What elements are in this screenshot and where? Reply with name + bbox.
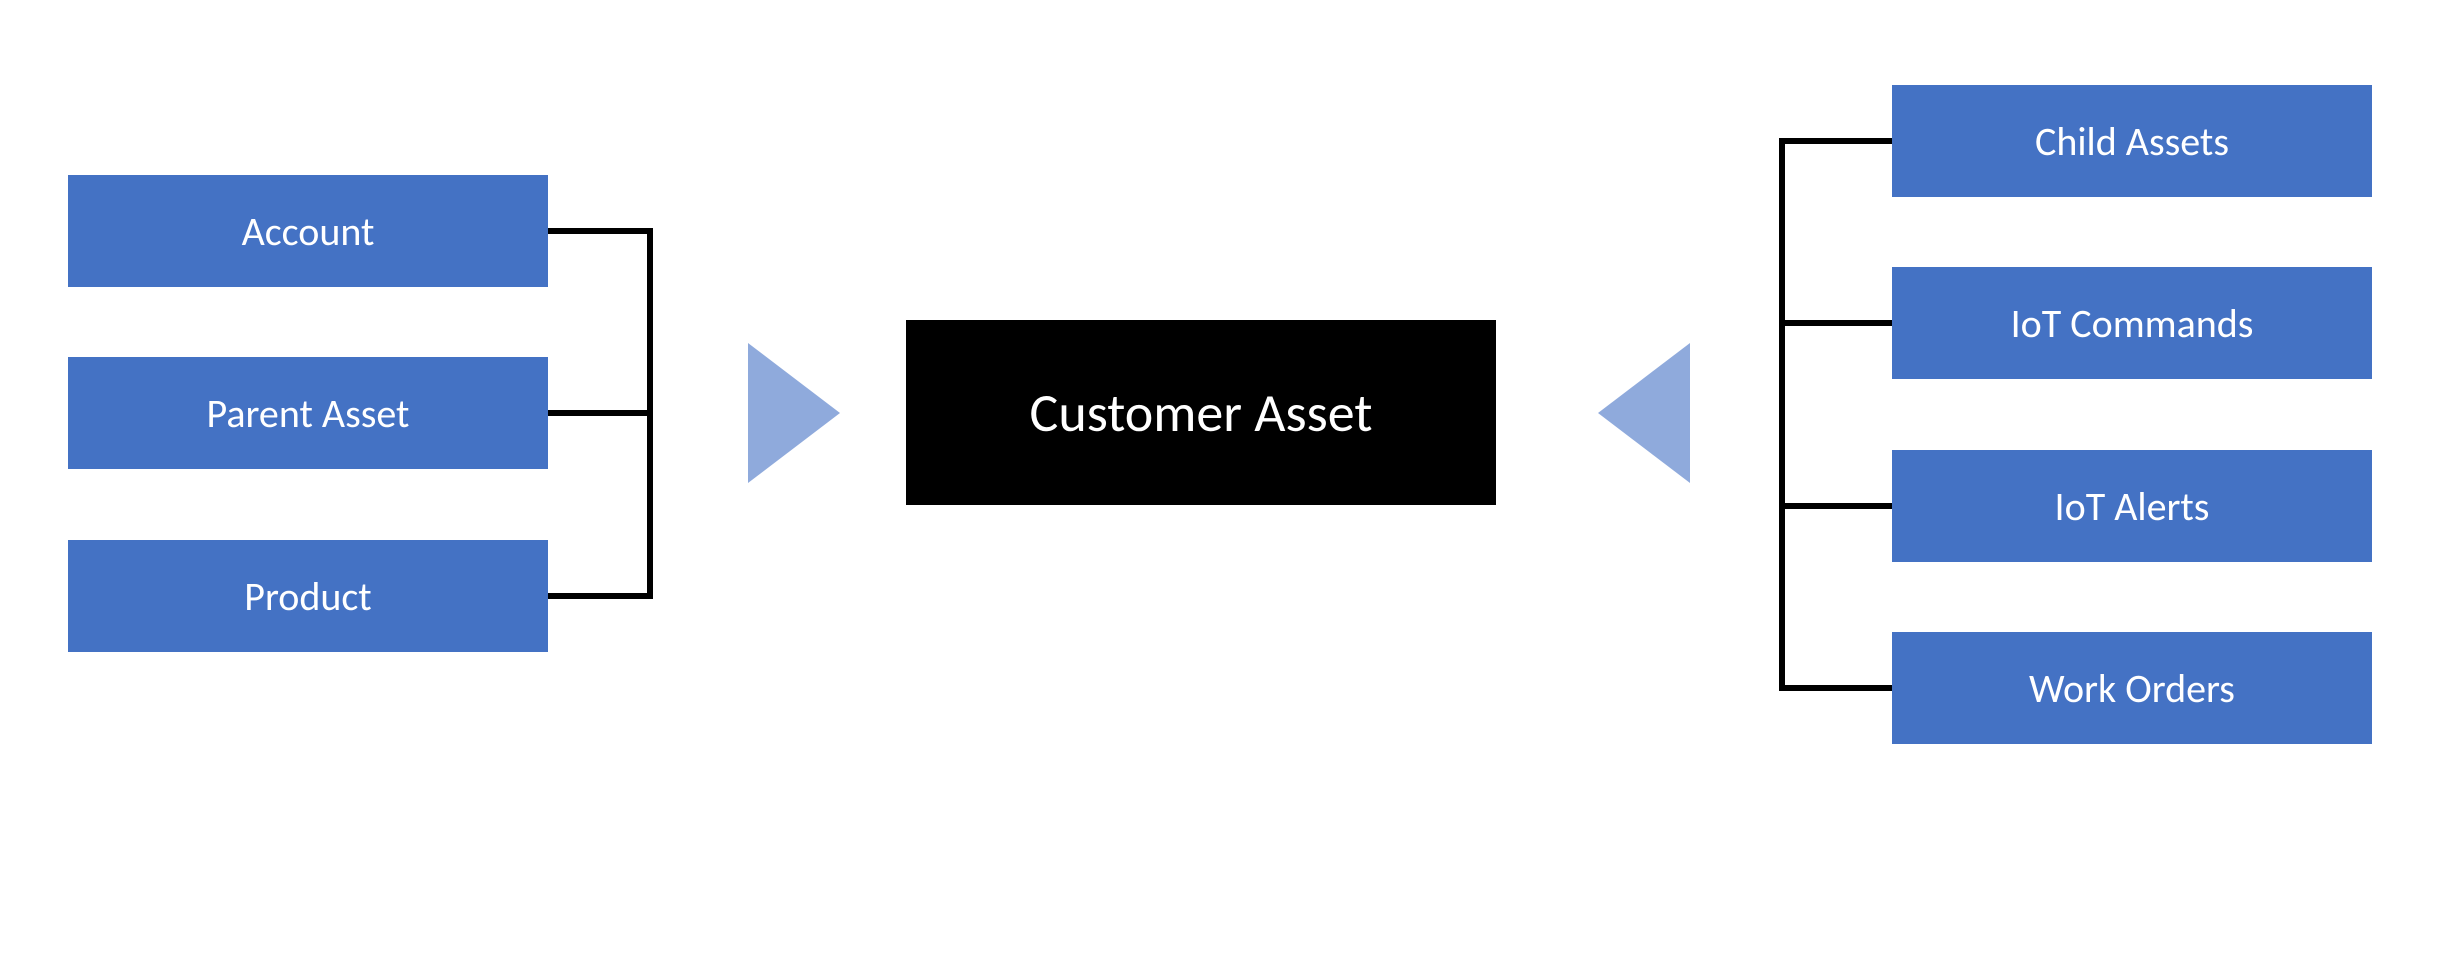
right-box-work-orders: Work Orders — [1892, 632, 2372, 744]
right-box-label: IoT Commands — [2011, 299, 2254, 348]
right-box-label: Work Orders — [2029, 664, 2235, 713]
right-box-label: Child Assets — [2035, 117, 2229, 166]
right-box-label: IoT Alerts — [2055, 482, 2210, 531]
right-box-child-assets: Child Assets — [1892, 85, 2372, 197]
right-box-iot-alerts: IoT Alerts — [1892, 450, 2372, 562]
right-box-iot-commands: IoT Commands — [1892, 267, 2372, 379]
